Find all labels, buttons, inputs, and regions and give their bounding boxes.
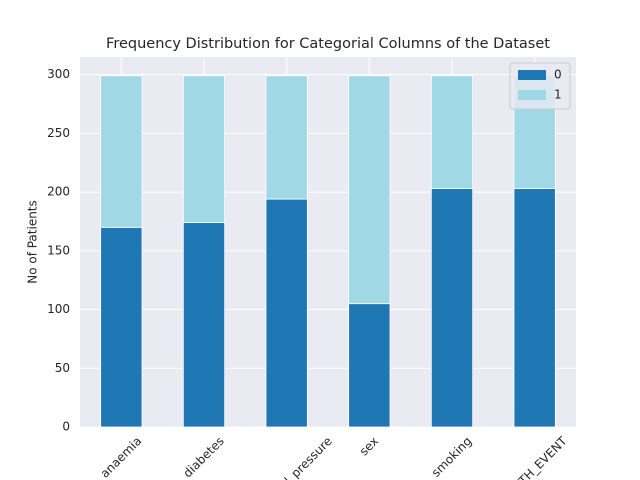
y-tick-label: 0 (62, 420, 70, 434)
bar-segment (513, 188, 556, 428)
x-tick-label: diabetes (180, 434, 226, 480)
bar-segment (265, 198, 308, 428)
y-tick-label: 150 (47, 243, 70, 257)
plot-area (80, 57, 576, 427)
y-tick-label: 200 (47, 185, 70, 199)
bar-segment (182, 75, 226, 224)
legend-label: 1 (554, 88, 562, 102)
y-axis-label: No of Patients (26, 200, 40, 284)
bar-segment (348, 303, 391, 428)
legend-swatch (518, 70, 546, 80)
legend-label: 0 (554, 68, 562, 82)
y-tick-label: 100 (47, 302, 70, 316)
bar-segment (265, 75, 308, 200)
bar-segment (100, 226, 143, 428)
bar-segment (182, 222, 226, 428)
y-tick-label: 300 (47, 67, 70, 81)
y-tick-label: 250 (47, 126, 70, 140)
x-tick-label: DEATH_EVENT (499, 433, 570, 480)
chart-title: Frequency Distribution for Categorial Co… (106, 36, 550, 52)
x-tick-label: sex (357, 434, 381, 458)
bar-segment (100, 75, 143, 228)
bar-segment (348, 75, 391, 305)
x-tick-label: high_blood_pressure (238, 434, 335, 480)
x-tick-label: anaemia (98, 434, 145, 480)
bar-segment (430, 188, 474, 428)
legend-swatch (518, 90, 546, 100)
y-tick-label: 50 (55, 361, 70, 375)
bar-segment (430, 75, 474, 189)
x-tick-label: smoking (429, 434, 475, 480)
